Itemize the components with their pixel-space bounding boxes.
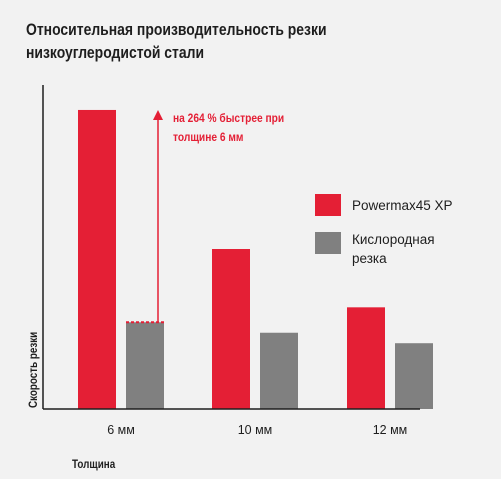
legend-swatch-oxyfuel — [315, 232, 341, 254]
legend-item-oxyfuel: Кислородная резка — [315, 232, 462, 268]
x-tick-label-1: 6 мм — [107, 423, 135, 437]
annotation-line-2: толщине 6 мм — [173, 130, 244, 144]
chart-title-line-1: Относительная производительность резки — [26, 20, 327, 39]
annotation-line-1: на 264 % быстрее при — [173, 111, 285, 125]
legend-label-oxyfuel: Кислородная резка — [352, 232, 435, 266]
chart-title: Относительная производительность резки н… — [26, 18, 327, 64]
legend-item-powermax: Powermax45 XP — [315, 194, 462, 216]
bar-oxyfuel-1 — [126, 322, 164, 409]
x-tick-label-2: 10 мм — [238, 423, 273, 437]
legend-label-powermax: Powermax45 XP — [352, 198, 453, 213]
bar-powermax-1 — [78, 109, 116, 409]
bar-oxyfuel-2 — [260, 332, 298, 409]
bar-powermax-2 — [212, 249, 250, 409]
x-tick-label-3: 12 мм — [373, 423, 408, 437]
bar-powermax-3 — [347, 307, 385, 409]
annotation-text: на 264 % быстрее при толщине 6 мм — [173, 109, 284, 147]
y-axis-label: Скорость резки — [26, 331, 40, 408]
x-axis-label: Толщина — [72, 457, 116, 471]
bar-oxyfuel-3 — [395, 343, 433, 409]
chart-title-line-2: низкоуглеродистой стали — [26, 43, 205, 62]
legend-swatch-powermax — [315, 194, 341, 216]
annotation-arrow-head — [153, 109, 163, 120]
